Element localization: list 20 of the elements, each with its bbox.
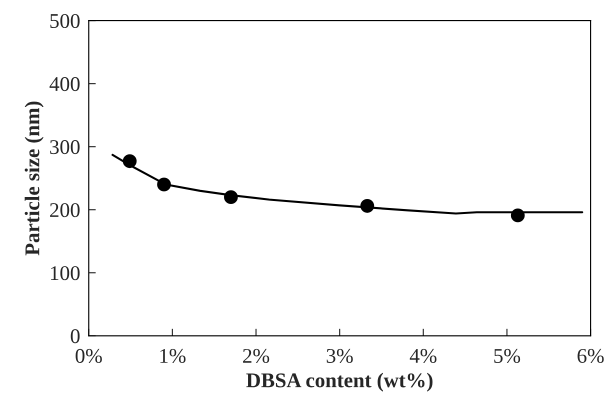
x-tick-label: 3%	[326, 348, 353, 364]
point	[224, 190, 238, 204]
y-tick-label: 0	[70, 329, 80, 344]
point	[157, 178, 171, 192]
point	[510, 208, 525, 222]
x-tick-label: 4%	[410, 348, 436, 364]
y-tick-label: 100	[50, 266, 80, 280]
x-tick-label: 6%	[578, 348, 604, 364]
x-tick-label: 5%	[494, 348, 520, 364]
y-tick-label: 400	[50, 77, 80, 92]
x-tick-label: 2%	[243, 348, 270, 364]
y-tick-label: 500	[50, 14, 80, 28]
x-tick-label: 1%	[160, 348, 186, 364]
point	[122, 154, 137, 168]
y-axis-title: Particle size (nm)	[24, 102, 44, 256]
x-axis-title: DBSA content (wt%)	[246, 372, 432, 392]
x-tick-label: 0%	[76, 348, 102, 364]
point	[360, 199, 374, 213]
y-tick-label: 200	[50, 203, 80, 218]
y-tick-label: 300	[50, 140, 80, 154]
